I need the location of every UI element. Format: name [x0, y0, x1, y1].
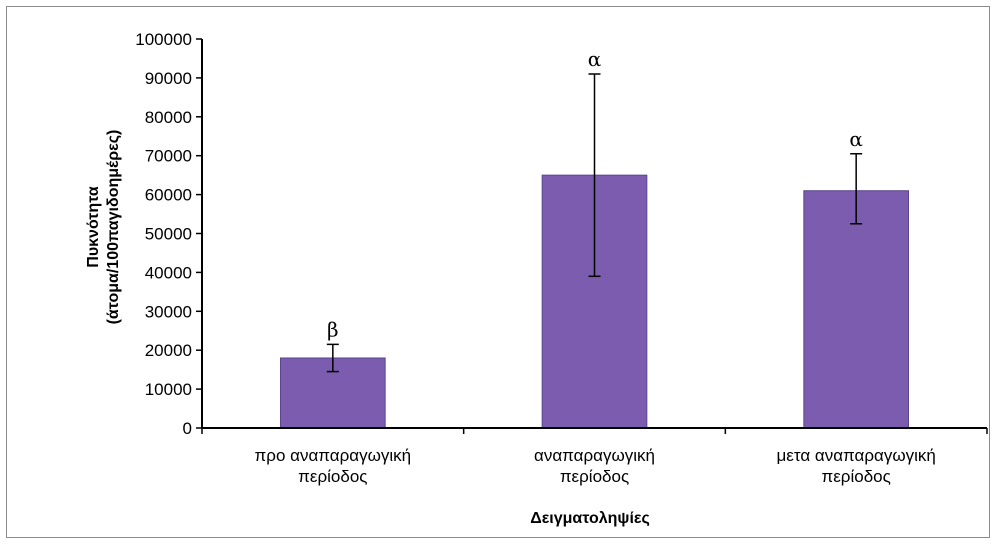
bar-chart: Πυκνότητα (άτομα/100παγιδοημέρες) Δειγμα… [85, 30, 988, 527]
y-axis-title-line1: Πυκνότητα [85, 186, 102, 268]
error-bars [326, 73, 863, 373]
y-tick-label: 20000 [145, 341, 192, 360]
bar [803, 190, 909, 429]
significance-label: β [327, 317, 339, 341]
y-tick-label: 80000 [145, 108, 192, 127]
chart-frame: Πυκνότητα (άτομα/100παγιδοημέρες) Δειγμα… [6, 6, 990, 538]
x-tick-label: περίοδος [822, 467, 891, 486]
y-axis-title: Πυκνότητα (άτομα/100παγιδοημέρες) [85, 130, 122, 325]
significance-labels: β α α [327, 47, 863, 341]
x-axis: προ αναπαραγωγική περίοδος αναπαραγωγική πε… [201, 427, 988, 486]
x-tick-label: μετα αναπαραγωγική [776, 446, 935, 465]
y-tick-label: 60000 [145, 186, 192, 205]
y-tick-label: 30000 [145, 302, 192, 321]
y-tick-label: 40000 [145, 263, 192, 282]
y-tick-label: 90000 [145, 69, 192, 88]
y-tick-label: 50000 [145, 225, 192, 244]
x-tick-label: προ αναπαραγωγική [255, 446, 412, 465]
x-tick-label: περίοδος [298, 467, 367, 486]
y-axis-title-line2: (άτομα/100παγιδοημέρες) [105, 130, 122, 325]
significance-label: α [588, 47, 602, 71]
y-tick-label: 10000 [145, 380, 192, 399]
y-axis: 0 10000 20000 30000 40000 50000 60000 70000 8000… [135, 30, 203, 438]
x-tick-label: αναπαραγωγική [534, 446, 655, 465]
y-tick-label: 70000 [145, 147, 192, 166]
significance-label: α [849, 127, 863, 151]
x-tick-label: περίοδος [560, 467, 629, 486]
x-axis-title: Δειγματοληψίες [530, 510, 650, 527]
y-tick-label: 100000 [135, 30, 192, 49]
y-tick-label: 0 [183, 419, 192, 438]
